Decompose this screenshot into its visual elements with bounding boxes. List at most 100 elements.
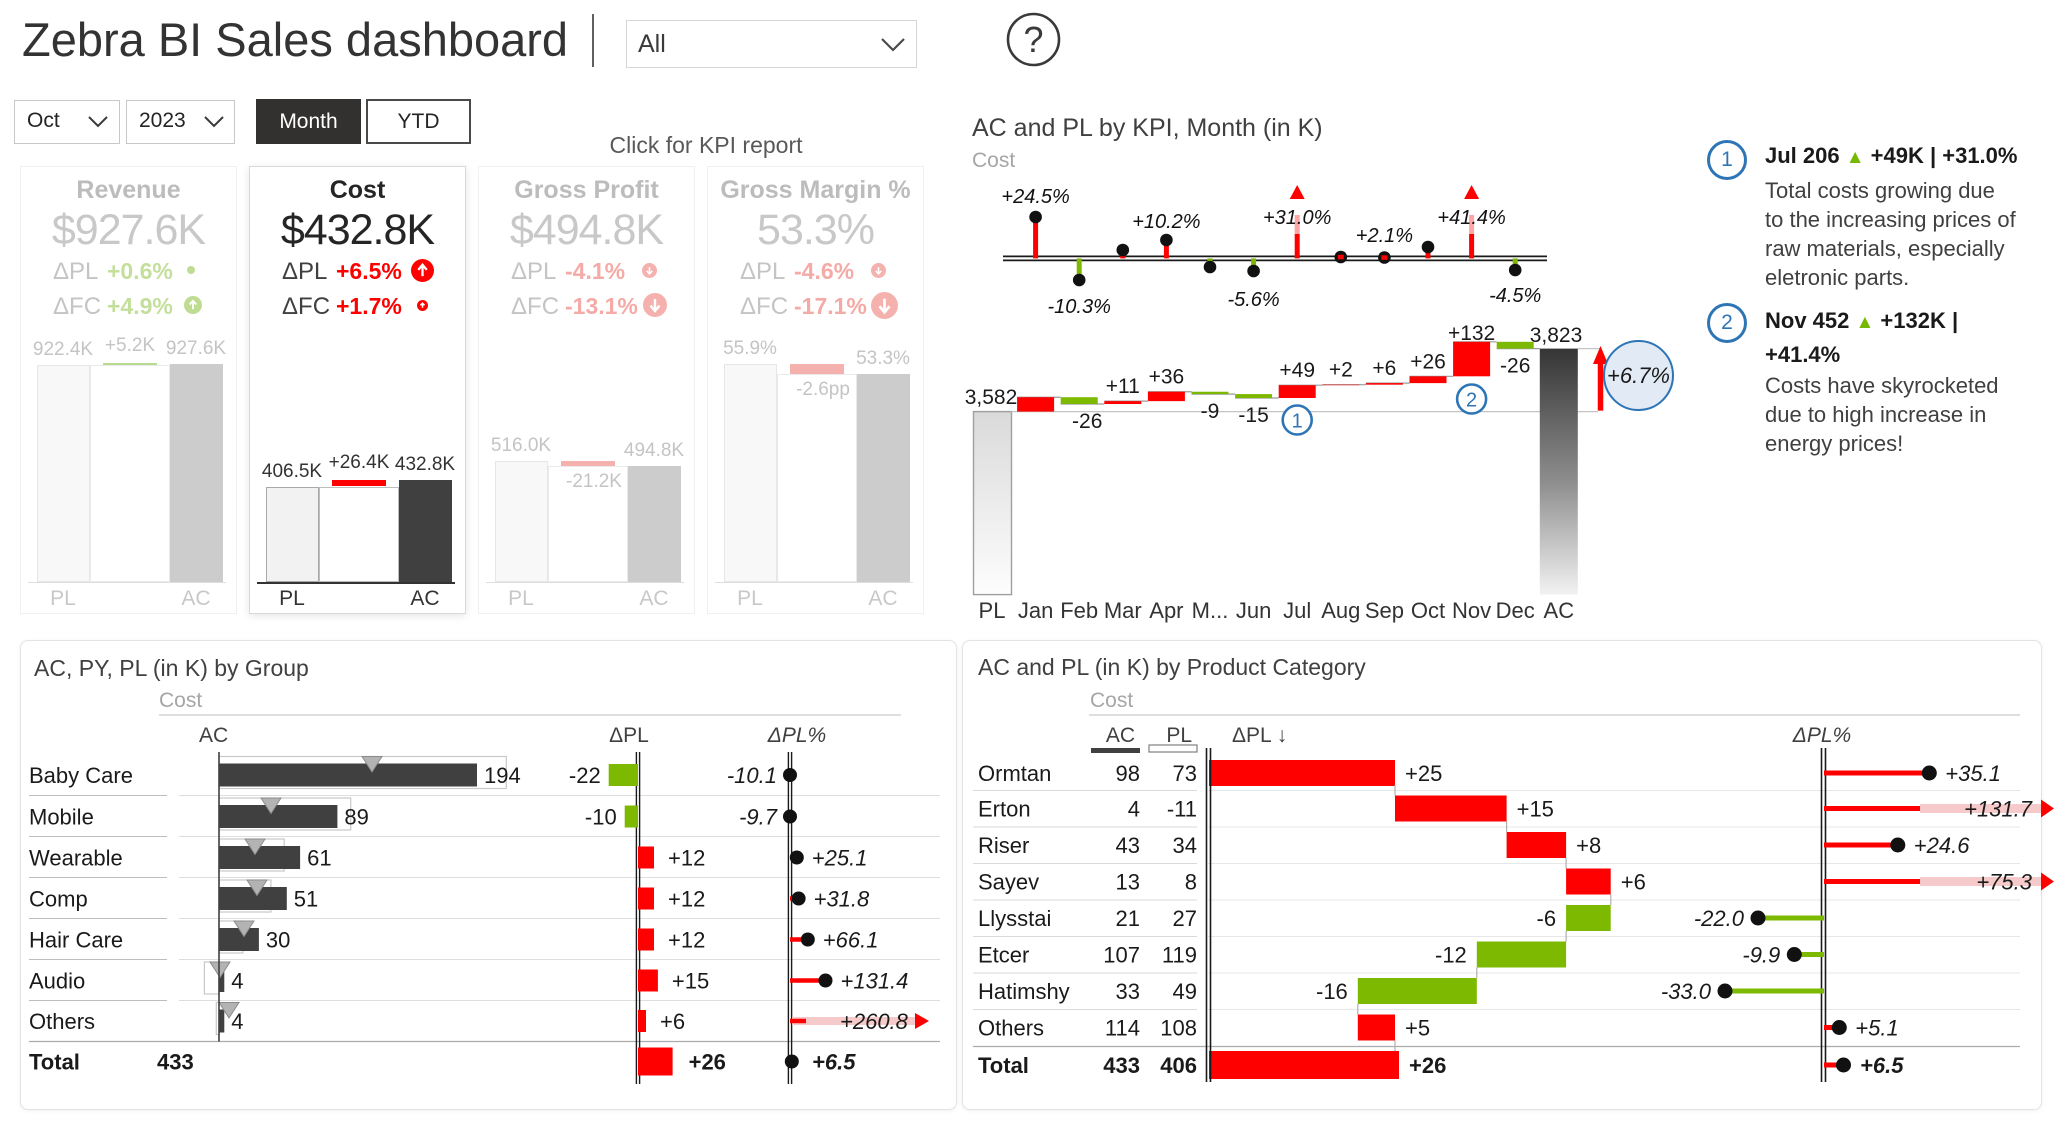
svg-text:73: 73	[1173, 761, 1197, 786]
svg-text:+75.3: +75.3	[1976, 870, 2032, 895]
svg-text:43: 43	[1116, 833, 1140, 858]
svg-text:+66.1: +66.1	[823, 928, 879, 953]
svg-text:+31.0%: +31.0%	[1263, 207, 1331, 229]
svg-text:194: 194	[484, 763, 521, 788]
svg-text:+41.4%: +41.4%	[1437, 207, 1505, 229]
svg-text:34: 34	[1173, 833, 1197, 858]
svg-text:AC: AC	[199, 724, 228, 747]
svg-text:+6: +6	[660, 1009, 685, 1034]
svg-text:PL: PL	[979, 598, 1006, 623]
svg-text:Riser: Riser	[978, 833, 1029, 858]
svg-text:+6: +6	[1621, 870, 1646, 895]
svg-text:+12: +12	[668, 846, 705, 871]
svg-text:+8: +8	[1576, 833, 1601, 858]
svg-text:ΔPL: ΔPL	[609, 724, 649, 747]
svg-text:+49: +49	[1279, 359, 1315, 382]
svg-text:+25.1: +25.1	[812, 846, 868, 871]
svg-text:Etcer: Etcer	[978, 943, 1029, 968]
svg-text:Sayev: Sayev	[978, 870, 1039, 895]
svg-text:Hatimshy: Hatimshy	[978, 979, 1070, 1004]
svg-text:-16: -16	[1316, 979, 1348, 1004]
svg-text:Aug: Aug	[1321, 598, 1360, 623]
svg-text:1: 1	[1292, 411, 1303, 433]
svg-text:Mobile: Mobile	[29, 805, 94, 830]
svg-text:107: 107	[1103, 943, 1140, 968]
svg-text:M...: M...	[1192, 598, 1229, 623]
svg-text:Baby Care: Baby Care	[29, 763, 133, 788]
svg-text:89: 89	[344, 805, 368, 830]
svg-text:Total: Total	[29, 1050, 80, 1075]
svg-text:Total: Total	[978, 1053, 1029, 1078]
svg-text:Comp: Comp	[29, 887, 88, 912]
svg-text:+26: +26	[1409, 1053, 1446, 1078]
svg-text:8: 8	[1185, 870, 1197, 895]
svg-text:21: 21	[1116, 906, 1140, 931]
svg-text:3,823: 3,823	[1530, 324, 1583, 347]
svg-text:+35.1: +35.1	[1945, 761, 2001, 786]
svg-text:Ormtan: Ormtan	[978, 761, 1051, 786]
svg-text:Mar: Mar	[1104, 598, 1142, 623]
svg-text:Nov: Nov	[1452, 598, 1491, 623]
svg-text:Cost: Cost	[159, 689, 202, 712]
svg-text:+5: +5	[1405, 1016, 1430, 1041]
svg-text:108: 108	[1160, 1016, 1197, 1041]
svg-text:ΔPL%: ΔPL%	[767, 724, 826, 747]
svg-text:+260.8: +260.8	[840, 1009, 909, 1034]
svg-text:3,582: 3,582	[965, 386, 1018, 409]
svg-text:4: 4	[1128, 797, 1140, 822]
svg-text:+131.4: +131.4	[841, 969, 909, 994]
svg-text:Cost: Cost	[972, 149, 1015, 172]
svg-text:+6.5: +6.5	[1860, 1053, 1904, 1078]
svg-text:ΔPL ↓: ΔPL ↓	[1232, 724, 1287, 747]
svg-text:+24.6: +24.6	[1914, 833, 1970, 858]
svg-text:-12: -12	[1435, 943, 1467, 968]
svg-text:33: 33	[1116, 979, 1140, 1004]
svg-text:+5.1: +5.1	[1855, 1016, 1898, 1041]
svg-text:-9: -9	[1201, 400, 1220, 423]
svg-text:+26: +26	[689, 1050, 726, 1075]
svg-text:Audio: Audio	[29, 969, 85, 994]
svg-text:-6: -6	[1537, 906, 1557, 931]
svg-text:+12: +12	[668, 887, 705, 912]
svg-text:+26: +26	[1410, 350, 1446, 373]
svg-text:PL: PL	[1166, 724, 1192, 747]
svg-text:Others: Others	[29, 1009, 95, 1034]
svg-text:ΔPL%: ΔPL%	[1792, 724, 1851, 747]
svg-text:-22.0: -22.0	[1694, 906, 1745, 931]
svg-text:-33.0: -33.0	[1661, 979, 1712, 1004]
svg-text:Oct: Oct	[1411, 598, 1445, 623]
svg-text:433: 433	[157, 1050, 194, 1075]
svg-text:-5.6%: -5.6%	[1227, 289, 1279, 311]
svg-text:+12: +12	[668, 928, 705, 953]
svg-text:-10.3%: -10.3%	[1048, 296, 1111, 318]
svg-text:+132: +132	[1448, 322, 1495, 345]
svg-text:Jan: Jan	[1018, 598, 1053, 623]
svg-text:AC and PL by KPI, Month (in K): AC and PL by KPI, Month (in K)	[972, 114, 1323, 142]
svg-text:Sep: Sep	[1365, 598, 1404, 623]
svg-text:98: 98	[1116, 761, 1140, 786]
svg-text:Erton: Erton	[978, 797, 1031, 822]
svg-text:-26: -26	[1500, 355, 1530, 378]
svg-text:+24.5%: +24.5%	[1001, 186, 1069, 208]
svg-text:30: 30	[266, 928, 290, 953]
svg-text:61: 61	[307, 846, 331, 871]
svg-text:13: 13	[1116, 870, 1140, 895]
svg-text:+31.8: +31.8	[814, 887, 870, 912]
svg-text:Llysstai: Llysstai	[978, 906, 1051, 931]
svg-text:AC, PY, PL (in K) by Group: AC, PY, PL (in K) by Group	[34, 655, 309, 681]
svg-text:-10.1: -10.1	[727, 763, 777, 788]
svg-text:Jul: Jul	[1283, 598, 1311, 623]
svg-text:Others: Others	[978, 1016, 1044, 1041]
svg-text:+6: +6	[1372, 357, 1396, 380]
svg-text:406: 406	[1160, 1053, 1197, 1078]
svg-text:+6.7%: +6.7%	[1607, 363, 1670, 388]
svg-text:?: ?	[1023, 19, 1043, 60]
svg-text:+15: +15	[1517, 797, 1554, 822]
svg-text:-22: -22	[569, 763, 601, 788]
svg-text:-9.7: -9.7	[739, 805, 778, 830]
svg-text:+36: +36	[1149, 366, 1185, 389]
svg-text:+11: +11	[1106, 375, 1140, 398]
svg-text:AC: AC	[1106, 724, 1135, 747]
svg-text:114: 114	[1105, 1016, 1140, 1041]
svg-text:4: 4	[231, 1009, 243, 1034]
